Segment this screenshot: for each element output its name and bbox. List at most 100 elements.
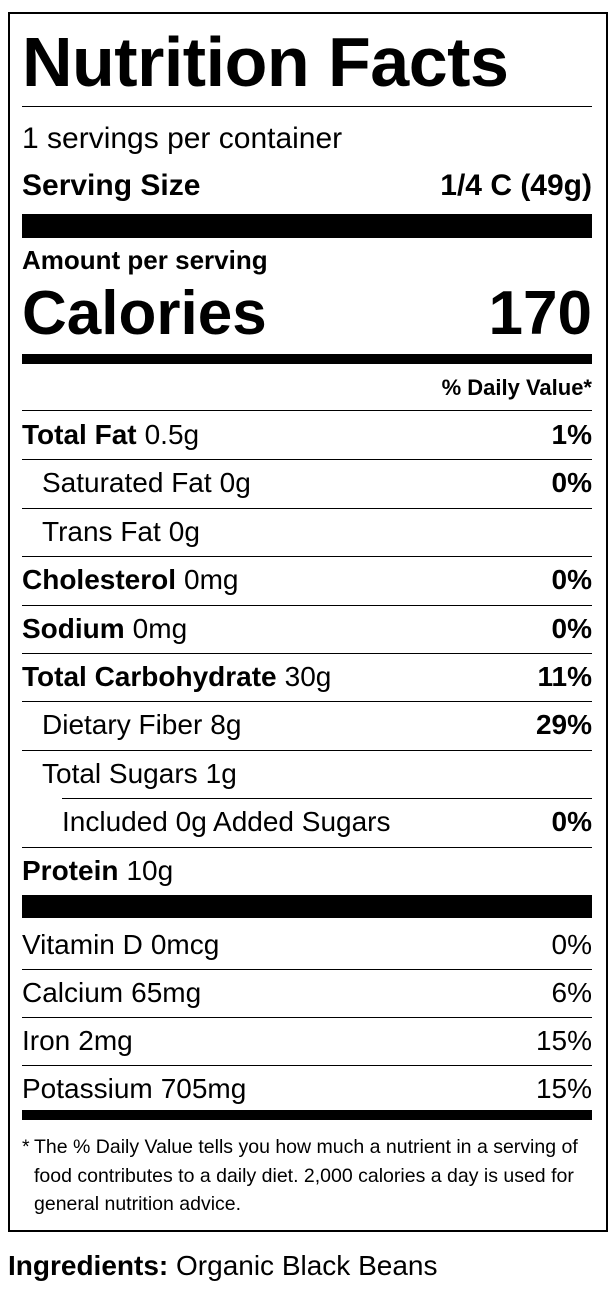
rule: [22, 653, 592, 654]
nutrient-left: Included 0g Added Sugars: [22, 806, 390, 838]
ingredients-label: Ingredients:: [8, 1250, 169, 1281]
nutrient-amount: 0g: [219, 467, 251, 499]
nutrient-dv: 6%: [551, 977, 592, 1008]
nutrient-row: Dietary Fiber 8g 29%: [22, 701, 592, 749]
amount-per-serving: Amount per serving: [22, 245, 268, 275]
nutrient-name: Cholesterol: [22, 564, 177, 596]
serving-size-label: Serving Size: [22, 169, 201, 202]
nutrient-row: Cholesterol 0mg 0%: [22, 556, 592, 604]
nutrient-dv: 29%: [535, 709, 592, 741]
nutrient-amount: 0mg: [184, 564, 239, 596]
dv-header: % Daily Value*: [441, 375, 592, 400]
nutrient-name: Potassium: [22, 1073, 153, 1104]
nutrient-left: Total Fat 0.5g: [22, 419, 199, 451]
nutrient-row: Total Sugars 1g: [22, 750, 592, 798]
nutrient-amount: 705mg: [160, 1073, 247, 1104]
nutrient-left: Sodium 0mg: [22, 613, 187, 645]
nutrient-amount: 10g: [126, 854, 174, 886]
calories-label: Calories: [22, 278, 267, 348]
nutrient-row: Included 0g Added Sugars 0%: [22, 798, 592, 846]
nutrient-dv: 15%: [535, 1073, 592, 1104]
nutrient-left: Dietary Fiber 8g: [22, 709, 241, 741]
servings: 1 servings per container: [22, 122, 343, 155]
nutrient-dv: 15%: [535, 1025, 592, 1056]
nutrient-amount: 65mg: [131, 977, 202, 1008]
calories-value: 170: [488, 278, 592, 348]
nutrient-left: Protein 10g: [22, 855, 173, 887]
nutrient-name: Dietary Fiber: [42, 709, 203, 741]
rule: [22, 969, 592, 970]
ingredients-text: Organic Black Beans: [176, 1250, 438, 1281]
nutrient-name: Protein: [22, 854, 119, 886]
rule: [22, 556, 592, 558]
nutrient-amount: 1g: [205, 757, 237, 789]
label-box: [8, 12, 608, 1232]
nutrient-amount: 0mg: [132, 612, 188, 644]
nutrient-left: Trans Fat 0g: [22, 516, 200, 548]
nutrient-name: Total Sugars: [42, 757, 198, 789]
nutrient-amount: 30g: [284, 661, 332, 692]
nutrient-name: Calcium: [22, 977, 124, 1008]
nutrient-row: Protein 10g: [22, 847, 592, 895]
nutrient-row: Trans Fat 0g: [22, 508, 592, 556]
nutrient-name: Saturated Fat: [42, 467, 212, 499]
nutrient-dv: 0%: [551, 564, 592, 596]
rule: [62, 798, 592, 800]
nutrient-dv: 0%: [551, 612, 592, 644]
title: Nutrition Facts: [22, 23, 509, 101]
nutrient-name: Total Fat: [22, 419, 137, 450]
thick-bar: [22, 214, 592, 238]
rule: [22, 749, 592, 751]
nutrient-dv: 0%: [551, 929, 592, 960]
nutrient-left: Vitamin D 0mcg: [22, 929, 219, 961]
rule: [22, 1017, 592, 1018]
rule: [22, 846, 592, 848]
medium-bar: [22, 1110, 592, 1120]
medium-bar: [22, 354, 592, 364]
nutrient-left: Cholesterol 0mg: [22, 564, 239, 596]
nutrient-left: Saturated Fat 0g: [22, 467, 251, 499]
serving-size-row: Serving Size 1/4 C (49g): [22, 162, 592, 210]
rule: [22, 106, 592, 107]
nutrient-amount: 0mcg: [150, 929, 220, 960]
nutrient-name: Trans Fat: [42, 515, 161, 547]
nutrient-dv: 0%: [551, 806, 592, 838]
nutrient-amount: 0.5g: [144, 419, 200, 450]
thick-bar: [22, 895, 592, 918]
nutrient-row: Saturated Fat 0g 0%: [22, 459, 592, 507]
nutrient-dv: 0%: [551, 467, 592, 499]
nutrient-row: Iron 2mg 15%: [22, 1017, 592, 1065]
nutrient-left: Total Carbohydrate 30g: [22, 661, 331, 693]
rule: [22, 604, 592, 606]
nutrient-name: Iron: [22, 1025, 71, 1056]
nutrient-amount: 8g: [210, 709, 242, 741]
nutrient-row: Total Carbohydrate 30g 11%: [22, 653, 592, 701]
nutrient-left: Calcium 65mg: [22, 977, 201, 1009]
nutrient-name: Included 0g Added Sugars: [62, 806, 391, 838]
nutrient-name: Total Carbohydrate: [22, 661, 277, 692]
nutrient-row: Calcium 65mg 6%: [22, 969, 592, 1017]
footnote-text: The % Daily Value tells you how much a n…: [34, 1136, 578, 1215]
nutrient-dv: 11%: [537, 661, 593, 692]
footnote: * The % Daily Value tells you how much a…: [22, 1133, 582, 1219]
nutrient-name: Sodium: [22, 612, 125, 644]
nutrient-row: Vitamin D 0mcg 0%: [22, 921, 592, 969]
calories-row: Calories 170: [22, 278, 592, 348]
nutrient-name: Vitamin D: [22, 929, 143, 960]
nutrient-left: Total Sugars 1g: [22, 758, 237, 790]
nutrient-amount: 0g: [168, 515, 200, 547]
rule: [22, 701, 592, 703]
nutrient-left: Potassium 705mg: [22, 1073, 246, 1105]
footnote-mark: *: [22, 1136, 30, 1158]
nutrient-amount: 2mg: [78, 1025, 133, 1056]
nutrient-row: Total Fat 0.5g 1%: [22, 411, 592, 459]
rule: [22, 410, 592, 411]
nutrient-dv: 1%: [551, 419, 592, 450]
nutrient-row: Potassium 705mg 15%: [22, 1065, 592, 1113]
nutrient-left: Iron 2mg: [22, 1025, 133, 1057]
rule: [22, 507, 592, 509]
dv-header-row: % Daily Value*: [22, 372, 592, 404]
serving-size-value: 1/4 C (49g): [440, 169, 592, 202]
nutrient-row: Sodium 0mg 0%: [22, 605, 592, 653]
